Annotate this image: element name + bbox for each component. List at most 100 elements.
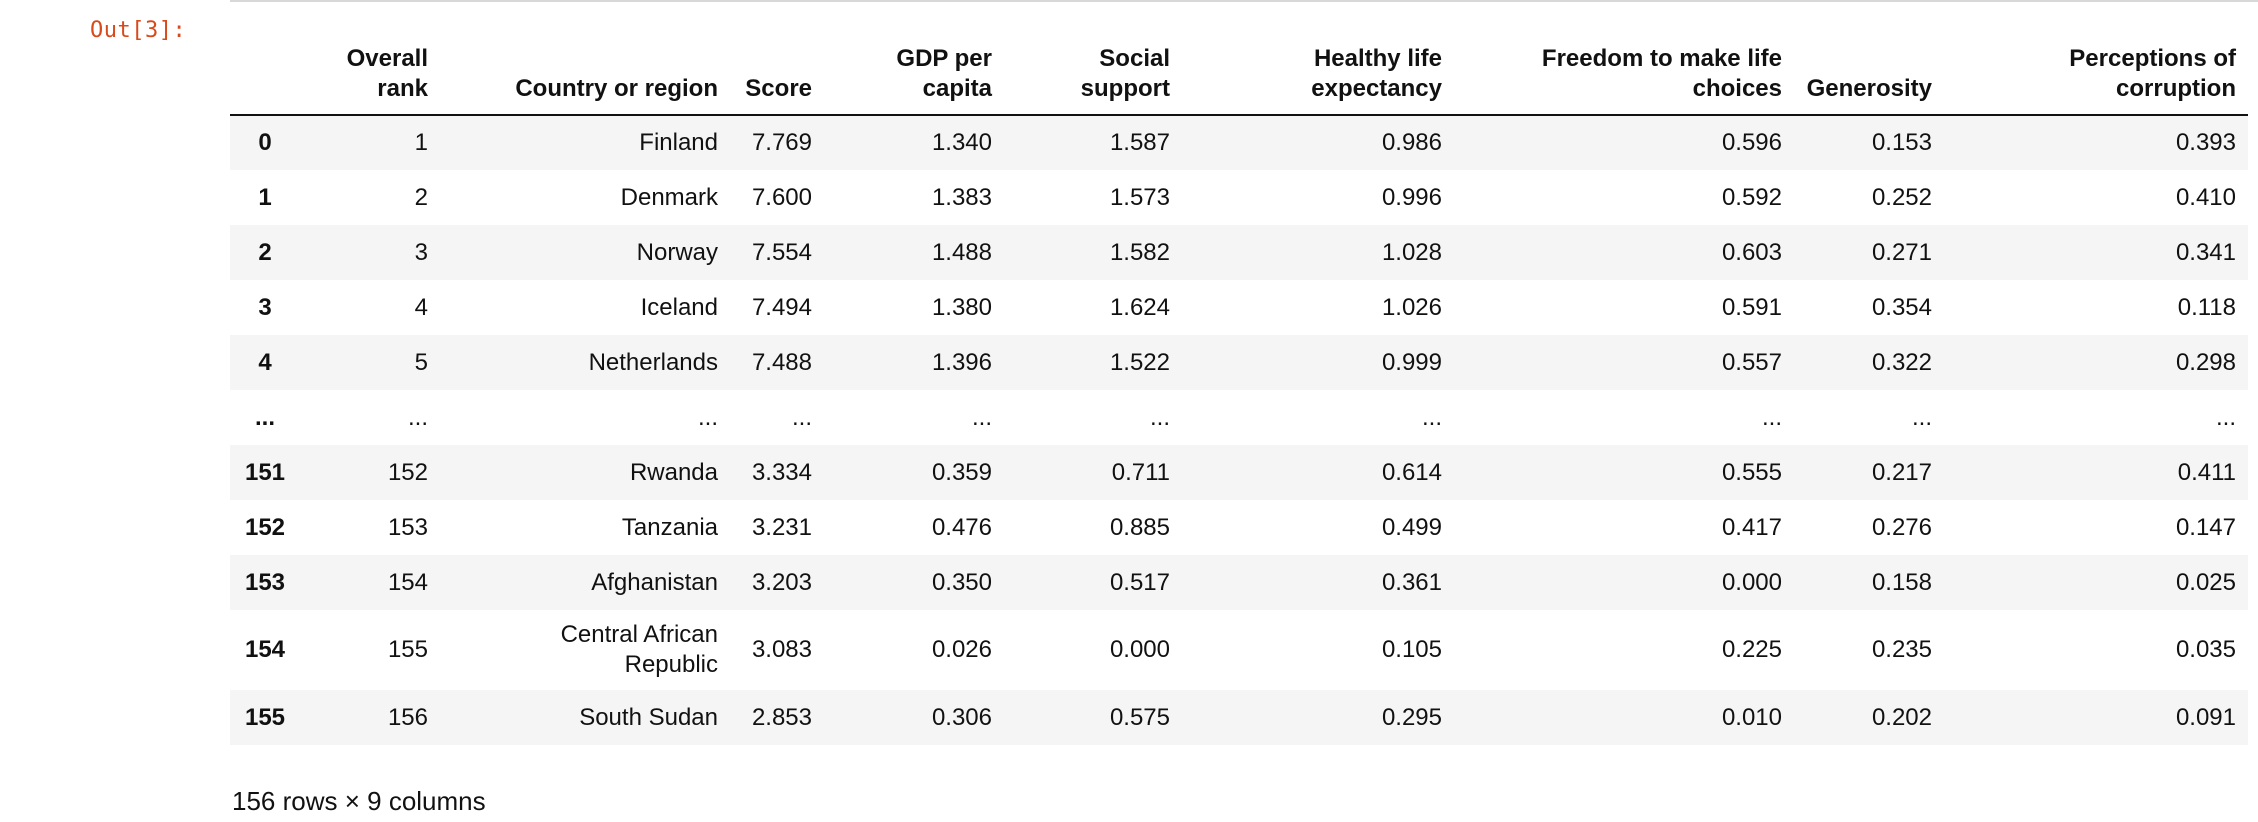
- table-row: 153 154 Afghanistan 3.203 0.350 0.517 0.361 0.0…: [230, 555, 2248, 610]
- cell-text-line: rank: [377, 75, 428, 102]
- cell-text-line: Healthy life: [1313, 45, 1442, 72]
- cell-text-line: ...: [407, 403, 428, 431]
- table-cell: 0.225: [1454, 610, 1794, 690]
- cell-text-line: ...: [697, 403, 718, 431]
- table-cell: 3.231: [730, 500, 824, 555]
- table-cell: 0.026: [824, 610, 1004, 690]
- table-cell: Tanzania: [440, 500, 730, 555]
- table-cell: 1: [300, 115, 440, 170]
- cell-text-line: ...: [971, 403, 992, 431]
- index-header: [230, 44, 300, 116]
- table-cell: 0.614: [1182, 445, 1454, 500]
- cell-text-line: ...: [1761, 403, 1782, 431]
- cell-text-line: 0.118: [2177, 293, 2236, 321]
- table-cell: 5: [300, 335, 440, 390]
- cell-text-line: 3.203: [751, 568, 812, 596]
- cell-text-line: 0.986: [1381, 129, 1442, 156]
- cell-text-line: 0.557: [1721, 348, 1782, 376]
- table-cell: 0.010: [1454, 690, 1794, 745]
- table-cell: ...: [730, 390, 824, 445]
- table-cell: ...: [1794, 390, 1944, 445]
- table-cell: 1.522: [1004, 335, 1182, 390]
- row-index: 3: [258, 293, 272, 321]
- table-cell: 1.488: [824, 225, 1004, 280]
- table-cell: Iceland: [440, 280, 730, 335]
- cell-text-line: 4: [414, 293, 428, 321]
- table-cell: Denmark: [440, 170, 730, 225]
- column-header: Freedom to make life choices: [1454, 44, 1794, 116]
- cell-text-line: 2: [414, 183, 428, 211]
- cell-text-line: 7.769: [751, 129, 812, 156]
- row-index: ...: [254, 403, 275, 431]
- row-index: 151: [244, 458, 286, 486]
- table-row: 2 3 Norway 7.554 1.488 1.582 1.028 0.603 0.271 0.…: [230, 225, 2248, 280]
- table-header-row: Overall rank Country or region Score GDP per…: [230, 44, 2248, 116]
- table-cell: 153: [300, 500, 440, 555]
- table-cell: 0.091: [1944, 690, 2248, 745]
- table-cell: 1.026: [1182, 280, 1454, 335]
- cell-text-line: 7.488: [751, 348, 812, 376]
- table-cell: 0.306: [824, 690, 1004, 745]
- cell-text-line: 1.582: [1109, 238, 1170, 266]
- cell-text-line: 0.158: [1871, 568, 1932, 596]
- table-cell: 1.573: [1004, 170, 1182, 225]
- cell-text-line: 0.591: [1721, 293, 1782, 321]
- table-cell: 1.396: [824, 335, 1004, 390]
- cell-text-line: 0.411: [2177, 458, 2236, 486]
- table-row: 3 4 Iceland 7.494 1.380 1.624 1.026 0.591 0.354 0…: [230, 280, 2248, 335]
- table-cell: Finland: [440, 115, 730, 170]
- cell-text-line: Finland: [639, 129, 718, 156]
- table-row: 151 152 Rwanda 3.334 0.359 0.711 0.614 0.555 0.2…: [230, 445, 2248, 500]
- table-cell: 0.999: [1182, 335, 1454, 390]
- table-cell: 0.557: [1454, 335, 1794, 390]
- table-cell: 0.596: [1454, 115, 1794, 170]
- table-cell: 1.380: [824, 280, 1004, 335]
- table-cell: 0.592: [1454, 170, 1794, 225]
- row-index: 152: [244, 513, 286, 541]
- column-header: GDP per capita: [824, 44, 1004, 116]
- cell-text-line: 1.522: [1109, 348, 1170, 376]
- table-cell: ...: [300, 390, 440, 445]
- cell-text-line: ...: [2215, 403, 2236, 431]
- table-cell: 0.158: [1794, 555, 1944, 610]
- cell-text-line: Overall: [346, 45, 428, 72]
- table-cell: 0.986: [1182, 115, 1454, 170]
- output-prompt: Out[3]:: [90, 18, 187, 43]
- cell-text-line: 2.853: [751, 703, 812, 731]
- table-row: 0 1 Finland 7.769 1.340 1.587 0.986 0.596 0.153 0…: [230, 115, 2248, 170]
- table-cell: 7.488: [730, 335, 824, 390]
- cell-text-line: 3.231: [751, 513, 812, 541]
- table-cell: 0.591: [1454, 280, 1794, 335]
- cell-text-line: 3: [414, 238, 428, 266]
- cell-text-line: 0.322: [1871, 348, 1932, 376]
- table-row: 154 155 Central African Republic 3.083 0.026 0…: [230, 610, 2248, 690]
- table-cell: 3: [300, 225, 440, 280]
- cell-text-line: 1.587: [1109, 129, 1170, 156]
- dataframe-table: Overall rank Country or region Score GDP per…: [230, 44, 2248, 745]
- table-cell: 1.028: [1182, 225, 1454, 280]
- table-cell: 0.000: [1004, 610, 1182, 690]
- cell-text-line: 0.298: [2175, 348, 2236, 376]
- table-cell: Rwanda: [440, 445, 730, 500]
- table-cell: 0.354: [1794, 280, 1944, 335]
- cell-text-line: expectancy: [1311, 75, 1442, 102]
- table-cell: 3.334: [730, 445, 824, 500]
- table-cell: ...: [1454, 390, 1794, 445]
- cell-text-line: 0.035: [2175, 636, 2236, 663]
- cell-text-line: 1.028: [1381, 238, 1442, 266]
- cell-text-line: Iceland: [640, 293, 718, 321]
- cell-text-line: 0.359: [931, 458, 992, 486]
- table-cell: Netherlands: [440, 335, 730, 390]
- table-row: ..............................: [230, 390, 2248, 445]
- cell-text-line: 0.350: [931, 568, 992, 596]
- cell-text-line: 1.383: [931, 183, 992, 211]
- cell-text-line: 156: [387, 703, 428, 731]
- table-cell: ...: [824, 390, 1004, 445]
- table-cell: 155: [300, 610, 440, 690]
- table-cell: 0.575: [1004, 690, 1182, 745]
- cell-text-line: corruption: [2116, 75, 2236, 102]
- cell-text-line: 0.499: [1381, 513, 1442, 541]
- table-cell: 0.350: [824, 555, 1004, 610]
- table-cell: 1.340: [824, 115, 1004, 170]
- cell-text-line: 1: [414, 129, 428, 156]
